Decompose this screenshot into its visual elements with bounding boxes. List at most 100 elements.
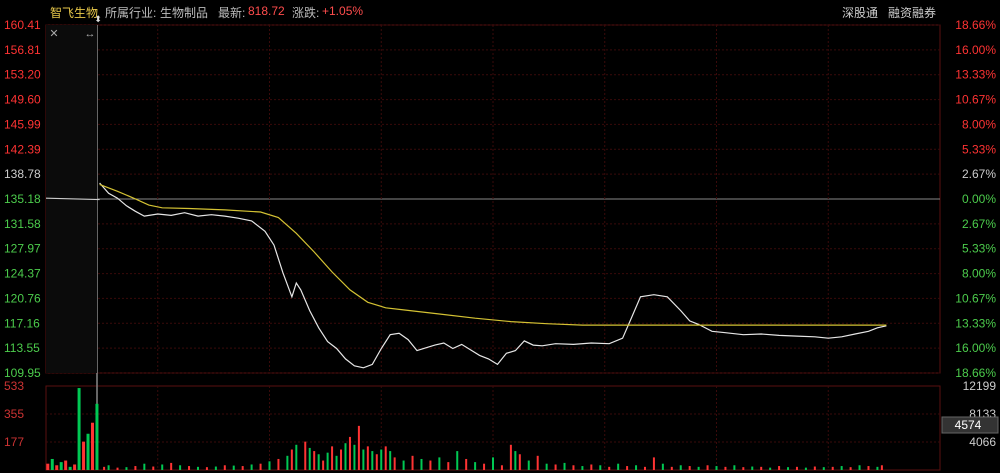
pre-volume-bar xyxy=(68,466,72,470)
percent-tick-label: 8.00% xyxy=(962,117,996,131)
volume-bar xyxy=(286,455,289,470)
percent-tick-label: 0.00% xyxy=(962,192,996,206)
margin-trading-link[interactable]: 融资融券 xyxy=(888,6,937,20)
price-tick-label: 127.97 xyxy=(4,242,41,256)
industry-value[interactable]: 生物制品 xyxy=(160,6,209,20)
latest-label: 最新: xyxy=(218,6,246,20)
volume-bar xyxy=(509,444,512,470)
volume-bar xyxy=(715,466,718,470)
volume-bar xyxy=(643,466,646,470)
volume-bar xyxy=(196,466,199,470)
pre-market-price-line xyxy=(45,197,100,201)
volume-bar xyxy=(107,465,110,470)
percent-tick-label: 18.66% xyxy=(955,366,996,380)
price-tick-label: 117.16 xyxy=(4,316,40,330)
close-icon[interactable]: ✕ xyxy=(49,28,58,40)
industry-label: 所属行业: xyxy=(105,6,157,20)
pre-volume-bar xyxy=(82,441,86,470)
volume-bar xyxy=(170,462,173,470)
volume-bar xyxy=(840,466,843,470)
volume-bar xyxy=(393,457,396,470)
volume-bar xyxy=(536,455,539,470)
pre-volume-bar xyxy=(46,463,50,470)
volume-bar xyxy=(554,464,557,470)
stock-name[interactable]: 智飞生物 xyxy=(50,6,99,20)
volume-bar xyxy=(572,465,575,470)
volume-bar xyxy=(447,462,450,470)
volume-bar xyxy=(125,467,128,470)
volume-bar xyxy=(152,466,155,470)
price-tick-label: 124.37 xyxy=(4,267,41,281)
pre-volume-bar xyxy=(77,388,81,470)
volume-bar xyxy=(384,446,387,470)
volume-bar xyxy=(402,460,405,470)
volume-bar xyxy=(340,449,343,470)
volume-bar xyxy=(527,460,530,470)
volume-tick-label: 355 xyxy=(4,407,24,421)
volume-bar xyxy=(456,451,459,470)
volume-bar xyxy=(389,451,392,470)
volume-bar xyxy=(259,463,262,470)
shenzhen-connect-link[interactable]: 深股通 xyxy=(842,6,879,20)
volume-bar xyxy=(317,454,320,470)
volume-bar xyxy=(241,466,244,470)
volume-bar xyxy=(411,455,414,470)
price-tick-label: 153.20 xyxy=(4,68,41,82)
volume-bar xyxy=(742,467,745,470)
price-tick-label: 135.18 xyxy=(4,192,41,206)
price-tick-label: 149.60 xyxy=(4,93,41,107)
volume-bar xyxy=(813,466,816,470)
percent-tick-label: 5.33% xyxy=(962,142,996,156)
volume-bar xyxy=(545,463,548,470)
percent-tick-label: 2.67% xyxy=(962,167,996,181)
price-tick-label: 160.41 xyxy=(4,18,41,32)
volume-bar xyxy=(518,454,521,470)
volume-bar xyxy=(635,465,638,470)
volume-bar xyxy=(308,447,311,470)
volume-bar xyxy=(617,463,620,470)
volume-bar xyxy=(733,465,736,470)
volume-bar xyxy=(277,458,280,470)
volume-bar xyxy=(232,465,235,470)
volume-bar xyxy=(876,466,879,470)
price-tick-label: 120.76 xyxy=(4,291,41,305)
percent-tick-label: 18.66% xyxy=(955,18,996,32)
volume-bar xyxy=(751,466,754,470)
volume-bar xyxy=(867,466,870,470)
volume-bar xyxy=(179,465,182,470)
percent-tick-label: 10.67% xyxy=(955,291,996,305)
volume-bar xyxy=(134,466,137,470)
latest-price: 818.72 xyxy=(248,4,285,18)
percent-tick-label: 10.67% xyxy=(955,93,996,107)
volume-bar xyxy=(500,465,503,470)
volume-tick-label: 177 xyxy=(4,435,24,449)
volume-bar xyxy=(804,467,807,470)
volume-bar xyxy=(670,466,673,470)
volume-bar xyxy=(661,463,664,470)
volume-bar xyxy=(778,466,781,470)
price-line xyxy=(99,182,887,369)
volume-bar xyxy=(326,452,329,470)
volume-bar xyxy=(223,465,226,470)
volume-bar xyxy=(492,457,494,470)
percent-tick-label: 5.33% xyxy=(962,242,996,256)
volume-bar xyxy=(880,465,883,470)
volume-bar xyxy=(116,467,119,470)
drag-handle-icon[interactable]: ⬍ xyxy=(94,14,102,24)
volume-bar xyxy=(344,443,347,470)
price-tick-label: 156.81 xyxy=(4,43,41,57)
expand-icon[interactable]: ↔ xyxy=(85,28,96,40)
percent-tick-label: 13.33% xyxy=(955,316,996,330)
volume-bar xyxy=(724,466,727,470)
volume-bar xyxy=(375,454,378,470)
percent-tick-label: 2.67% xyxy=(962,217,996,231)
price-tick-label: 142.39 xyxy=(4,142,41,156)
volume-bar xyxy=(465,458,468,470)
price-tick-label: 109.95 xyxy=(4,366,41,380)
volume-bar xyxy=(787,467,790,470)
pre-volume-bar xyxy=(73,464,77,470)
volume-tick-label: 533 xyxy=(4,379,24,393)
volume-right-tick-label: 12199 xyxy=(963,379,997,393)
percent-tick-label: 8.00% xyxy=(962,267,996,281)
